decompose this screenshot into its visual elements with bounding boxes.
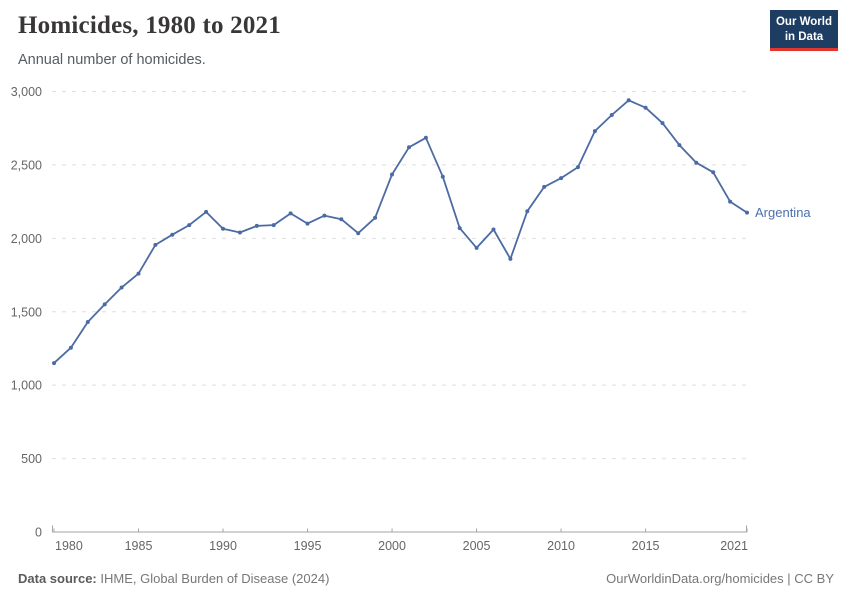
data-point[interactable] (694, 160, 699, 165)
data-point[interactable] (440, 174, 445, 179)
data-point[interactable] (711, 170, 716, 175)
y-tick-label: 1,500 (11, 305, 42, 319)
data-point[interactable] (204, 209, 209, 214)
data-point[interactable] (457, 226, 462, 231)
data-point[interactable] (52, 361, 56, 366)
data-point[interactable] (170, 232, 175, 237)
credit-link[interactable]: OurWorldinData.org/homicides | CC BY (606, 571, 834, 586)
data-point[interactable] (322, 213, 327, 218)
data-point[interactable] (288, 211, 293, 216)
x-tick-label: 2021 (720, 539, 748, 553)
data-point[interactable] (339, 217, 344, 222)
data-point[interactable] (474, 245, 479, 250)
data-point[interactable] (491, 227, 496, 232)
chart-footer: Data source: IHME, Global Burden of Dise… (18, 571, 834, 586)
page-title: Homicides, 1980 to 2021 (18, 12, 281, 39)
data-point[interactable] (119, 285, 124, 290)
x-tick-label: 2015 (632, 539, 660, 553)
x-tick-label: 2000 (378, 539, 406, 553)
y-tick-label: 500 (21, 452, 42, 466)
owid-logo[interactable]: Our World in Data (770, 10, 838, 52)
data-point[interactable] (542, 184, 547, 189)
data-point[interactable] (525, 209, 530, 214)
y-tick-label: 0 (35, 526, 42, 540)
data-point[interactable] (745, 210, 749, 215)
data-point[interactable] (136, 271, 141, 276)
data-point[interactable] (85, 320, 90, 324)
data-point[interactable] (254, 223, 259, 228)
data-point[interactable] (576, 165, 580, 170)
data-point[interactable] (373, 215, 378, 220)
y-tick-label: 2,000 (11, 232, 42, 246)
data-source: Data source: IHME, Global Burden of Dise… (18, 571, 329, 586)
data-point[interactable] (221, 226, 225, 231)
data-point[interactable] (559, 176, 564, 181)
x-tick-label: 1980 (55, 539, 83, 553)
data-point[interactable] (187, 223, 192, 228)
data-point[interactable] (102, 302, 107, 307)
y-tick-label: 1,000 (11, 379, 42, 393)
data-point[interactable] (153, 242, 158, 247)
data-point[interactable] (423, 135, 428, 140)
data-point[interactable] (390, 172, 394, 177)
x-tick-label: 1985 (125, 539, 153, 553)
x-tick-label: 1995 (294, 539, 322, 553)
data-point[interactable] (626, 98, 631, 103)
data-point[interactable] (407, 145, 411, 150)
y-tick-label: 2,500 (11, 158, 42, 172)
data-point[interactable] (728, 199, 733, 204)
chart-subtitle: Annual number of homicides. (18, 52, 206, 68)
data-point[interactable] (508, 256, 513, 261)
owid-logo-line2: in Data (784, 30, 824, 43)
x-tick-label: 1990 (209, 539, 237, 553)
x-tick-label: 2010 (547, 539, 575, 553)
y-tick-label: 3,000 (11, 85, 42, 99)
data-point[interactable] (592, 129, 597, 134)
data-point[interactable] (677, 143, 682, 148)
data-point[interactable] (68, 345, 73, 350)
data-point[interactable] (356, 231, 361, 236)
data-point[interactable] (237, 230, 242, 235)
x-tick-label: 2005 (463, 539, 491, 553)
data-source-text: IHME, Global Burden of Disease (2024) (100, 571, 330, 586)
data-point[interactable] (305, 221, 310, 226)
data-line[interactable] (53, 99, 748, 364)
data-point[interactable] (271, 223, 276, 228)
data-point[interactable] (660, 121, 665, 126)
data-point[interactable] (643, 105, 648, 110)
entity-label-argentina[interactable]: Argentina (755, 205, 811, 220)
data-point[interactable] (609, 113, 614, 117)
owid-logo-line1: Our World (775, 16, 832, 28)
data-source-label: Data source: (18, 571, 97, 586)
